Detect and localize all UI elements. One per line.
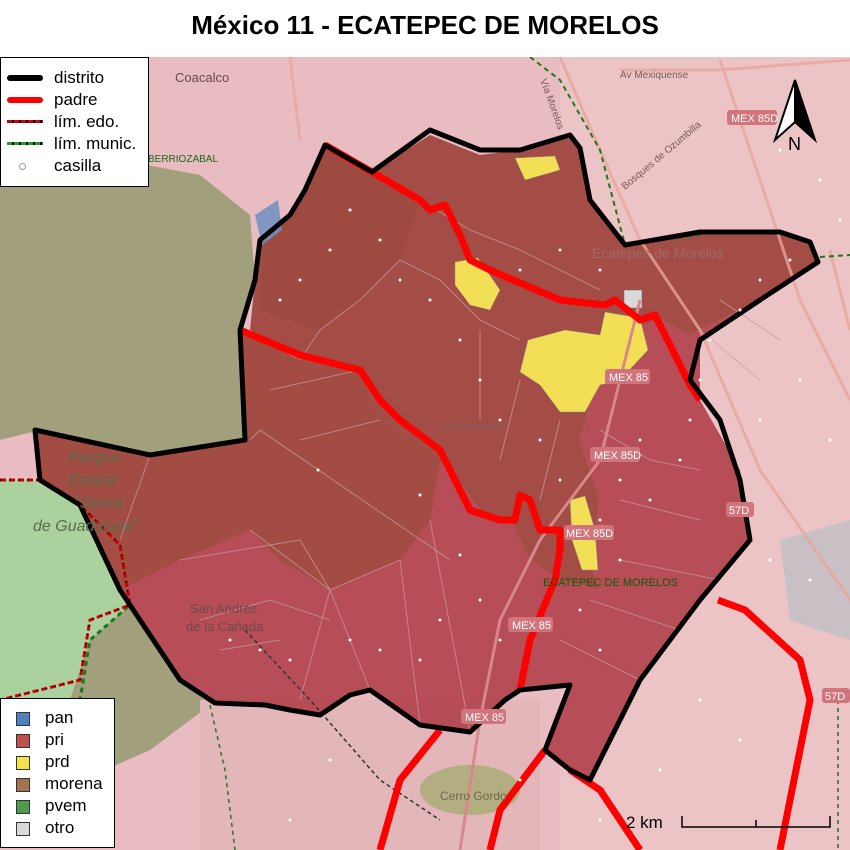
label-san-andres-1: San Andrés <box>190 601 258 616</box>
legend-label: lím. edo. <box>54 112 120 131</box>
shield-mex85d-b: MEX 85D <box>594 450 641 462</box>
legend-row-morena: morena <box>1 773 114 795</box>
railway <box>244 629 441 821</box>
padre-swatch <box>7 97 43 103</box>
party-legend: pan pri prd morena pvem otro <box>0 698 115 848</box>
legend-row-padre: padre <box>1 89 148 111</box>
polling-stations <box>228 148 842 822</box>
legend-row-prd: prd <box>1 751 114 773</box>
legend-row-casilla: casilla <box>1 155 148 177</box>
sierra-hills <box>0 160 255 455</box>
pan-precinct <box>255 200 282 245</box>
legend-row-otro: otro <box>1 817 114 839</box>
pvem-swatch <box>16 800 30 814</box>
label-chiconautla: Chiconautla <box>440 419 504 433</box>
prd-precinct-2 <box>454 257 501 311</box>
legend-row-munic: lím. munic. <box>1 133 148 155</box>
otro-precinct <box>623 289 643 309</box>
shield-mex85-e: MEX 85 <box>465 712 504 724</box>
parent-boundary <box>238 141 814 850</box>
airfield <box>780 520 850 640</box>
north-arrow: N <box>772 79 818 154</box>
legend-row-pvem: pvem <box>1 795 114 817</box>
otro-swatch <box>16 822 30 836</box>
scale-label: 2 km <box>626 813 663 832</box>
label-park-4: de Guadalupe" <box>33 518 141 535</box>
shield-57d-a: 57D <box>729 505 749 517</box>
label-av-mexiquense: Av Mexiquense <box>620 70 689 81</box>
road-shields: MEX 85D MEX 85D MEX 85 MEX 85 MEX 85 MEX… <box>461 110 850 724</box>
shield-mex85-d: MEX 85 <box>512 620 551 632</box>
legend-label: morena <box>45 774 103 793</box>
legend-label: prd <box>45 752 70 771</box>
district-north-morena <box>260 145 420 330</box>
label-municipality: ECATEPEC DE MORELOS <box>543 577 678 589</box>
line-legend: distrito padre lím. edo. lím. munic. cas… <box>0 57 149 187</box>
shield-mex85d-f: MEX 85D <box>566 528 613 540</box>
shield-mex85-c: MEX 85 <box>609 372 648 384</box>
prd-precinct-1 <box>514 155 561 181</box>
morena-swatch <box>16 778 30 792</box>
legend-label: padre <box>54 90 98 109</box>
label-park-3: "Sierra <box>74 495 122 512</box>
district-boundary <box>32 127 821 783</box>
district-west-morena <box>35 330 440 590</box>
legend-row-pri: pri <box>1 729 114 751</box>
legend-row-distrito: distrito <box>1 67 148 89</box>
label-berriozabal: BERRIOZABAL <box>148 154 218 165</box>
prd-swatch <box>16 756 30 770</box>
legend-label: lím. munic. <box>54 134 137 153</box>
legend-label: distrito <box>54 68 105 87</box>
pan-swatch <box>16 712 30 726</box>
casilla-swatch <box>19 163 26 170</box>
legend-label: pan <box>45 708 74 727</box>
label-ecatepec-town: Ecatepec de Morelos <box>592 245 724 261</box>
label-coacalco: Coacalco <box>175 70 229 85</box>
label-park-2: Estatal <box>68 472 117 489</box>
legend-row-edo: lím. edo. <box>1 111 148 133</box>
label-san-andres-2: de la Cañada <box>186 619 264 634</box>
pri-swatch <box>16 734 30 748</box>
munic-limit-swatch <box>7 142 43 145</box>
legend-label: pri <box>45 730 64 749</box>
north-label: N <box>788 134 801 154</box>
legend-label: casilla <box>54 156 102 175</box>
shield-mex85d-a: MEX 85D <box>731 113 778 125</box>
scale-bar <box>681 816 831 828</box>
state-limit-swatch <box>7 120 43 123</box>
legend-label: pvem <box>45 796 87 815</box>
shield-57d-b: 57D <box>825 691 845 703</box>
distrito-swatch <box>7 75 43 81</box>
legend-label: otro <box>45 818 75 837</box>
legend-row-pan: pan <box>1 707 114 729</box>
label-park-1: Parque <box>68 449 120 466</box>
label-cerro-gordo: Cerro Gordo <box>440 789 507 803</box>
map-title: México 11 - ECATEPEC DE MORELOS <box>191 10 659 40</box>
district-map: Coacalco BERRIOZABAL Ecatepec de Morelos… <box>0 57 850 850</box>
